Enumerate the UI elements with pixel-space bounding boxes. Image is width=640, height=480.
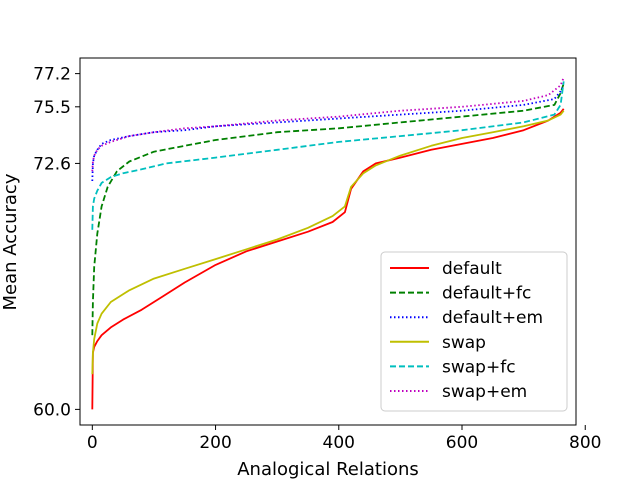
x-tick-label: 0 [87,433,98,453]
legend-label: swap [442,333,486,353]
plot-frame [79,57,577,426]
x-tick-label: 400 [323,433,355,453]
x-axis-label: Analogical Relations [237,459,419,480]
x-tick-label: 600 [446,433,478,453]
x-tick-label: 200 [199,433,231,453]
legend-label: swap+fc [442,357,516,377]
plot-lines [91,77,565,410]
series-line-swap-em [91,77,565,172]
series-line-default-em [91,84,565,182]
x-axis: 0 200 400 600 800 [87,425,601,453]
legend-label: default+fc [442,284,531,304]
y-tick-label: 60.0 [33,400,71,420]
series-line-default-fc [91,83,565,336]
series-line-default [91,108,565,410]
y-axis-label: Mean Accuracy [0,173,21,310]
x-tick-label: 800 [569,433,601,453]
legend-label: default+em [442,308,543,328]
series-line-swap [91,110,565,375]
legend: default default+fc default+em swap swap+fc sw… [380,251,568,412]
y-axis: 60.0 72.6 75.5 77.2 [33,65,80,420]
y-tick-label: 72.6 [33,154,71,174]
y-tick-label: 75.5 [33,98,71,118]
y-tick-label: 77.2 [33,65,71,85]
series-line-swap-fc [91,81,565,230]
legend-label: default [442,259,502,279]
legend-label: swap+em [442,382,527,402]
